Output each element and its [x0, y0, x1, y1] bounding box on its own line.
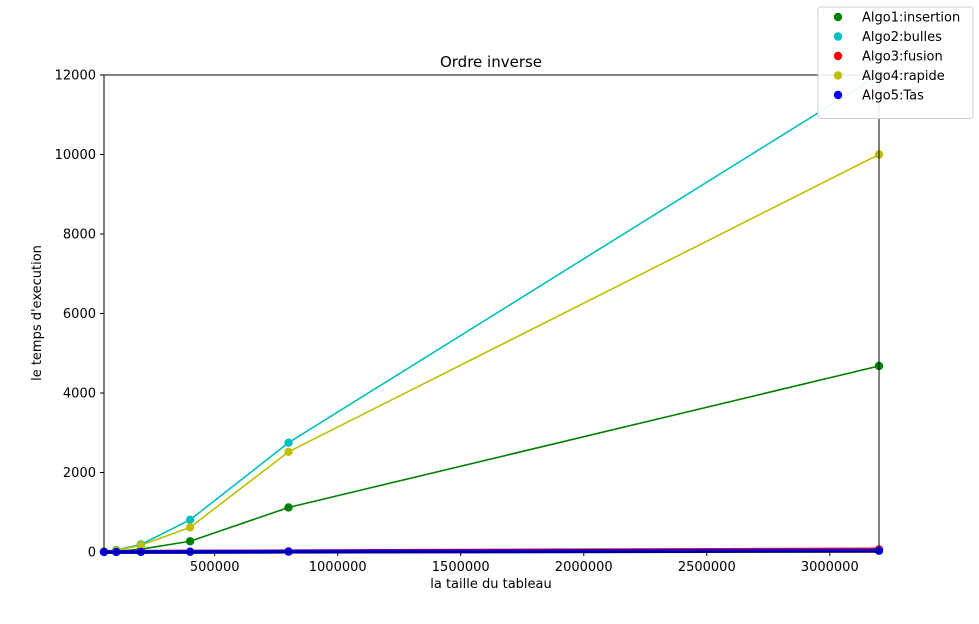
data-point [185, 515, 195, 524]
legend-label: Algo3:fusion [862, 50, 943, 65]
y-tick-label: 12000 [55, 69, 96, 84]
legend-label: Algo5:Tas [862, 89, 924, 104]
y-tick-label: 8000 [63, 228, 96, 243]
legend-marker [833, 51, 843, 61]
x-tick-label: 2000000 [555, 560, 613, 575]
legend-item: Algo2:bulles [833, 30, 942, 45]
legend-item: Algo1:insertion [833, 11, 960, 26]
chart-title: Ordre inverse [440, 53, 542, 71]
legend-item: Algo4:rapide [833, 69, 945, 84]
x-tick-label: 1500000 [432, 560, 490, 575]
legend-box [817, 6, 974, 119]
legend-label: Algo2:bulles [862, 30, 942, 45]
legend: Algo1:insertion Algo2:bulles Algo3:fusion A… [817, 6, 974, 119]
x-tick-label: 500000 [190, 560, 240, 575]
data-point [284, 503, 293, 512]
legend-item: Algo3:fusion [833, 50, 943, 65]
legend-marker [833, 12, 843, 22]
y-tick-label: 6000 [63, 307, 96, 322]
data-point [185, 523, 195, 532]
data-point [284, 447, 293, 457]
data-point [185, 537, 195, 546]
legend-marker [833, 32, 843, 41]
plot-frame [103, 74, 880, 553]
legend-label: Algo1:insertion [862, 11, 960, 26]
x-tick-label: 1000000 [309, 560, 367, 575]
legend-item: Algo5:Tas [833, 89, 924, 104]
data-point [136, 541, 146, 550]
data-point [284, 438, 293, 447]
legend-label: Algo4:rapide [862, 69, 945, 84]
y-tick-label: 2000 [63, 466, 96, 481]
legend-marker [833, 90, 843, 100]
axes: 500000 1000000 1500000 2000000 2500000 300000… [55, 69, 859, 576]
y-tick-label: 4000 [63, 387, 96, 402]
y-tick-label: 10000 [55, 148, 96, 163]
x-tick-label: 3000000 [801, 560, 859, 575]
x-tick-label: 2500000 [678, 560, 736, 575]
x-axis-label: la taille du tableau [430, 577, 552, 592]
y-axis-label: le temps d'execution [30, 245, 45, 381]
y-tick-label: 0 [88, 546, 96, 561]
legend-marker [833, 71, 843, 80]
